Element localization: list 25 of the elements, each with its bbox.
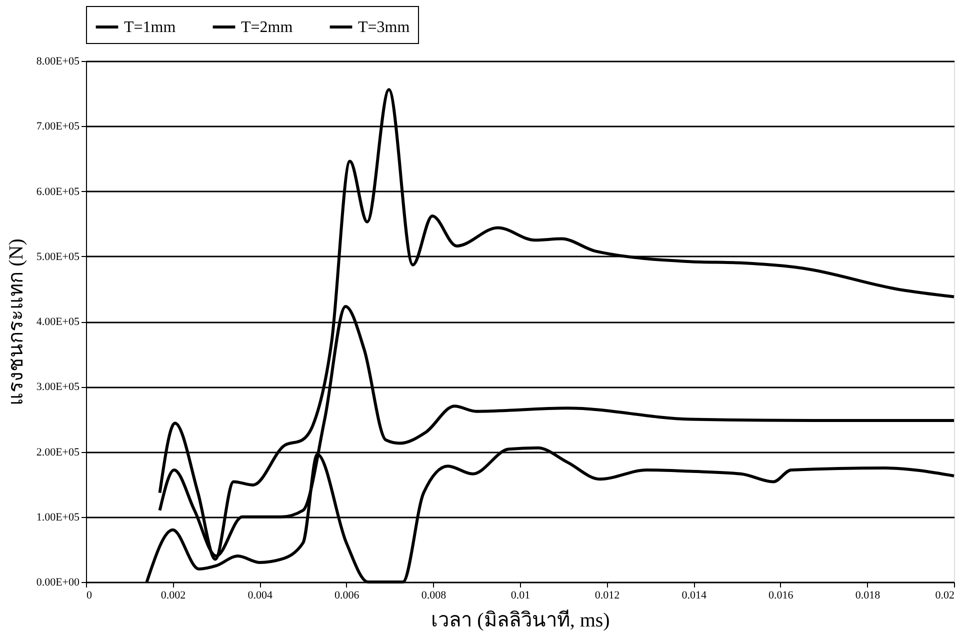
x-tick-label: 0.006: [334, 590, 360, 602]
x-tick-label: 0.012: [594, 590, 620, 602]
x-tick-label: 0.018: [855, 590, 881, 602]
x-axis-title: เวลา (มิลลิวินาที, ms): [431, 610, 610, 632]
x-tick-label: 0: [86, 590, 92, 602]
legend-label: T=1mm: [124, 19, 176, 36]
x-tick-label: 0.004: [248, 590, 273, 602]
legend-label: T=3mm: [358, 19, 410, 36]
x-tick-label: 0.01: [510, 590, 530, 602]
legend-label: T=2mm: [241, 19, 294, 36]
y-tick-label: 8.00E+05: [36, 56, 80, 68]
x-tick-label: 0.008: [421, 590, 447, 602]
y-tick-label: 3.00E+05: [36, 381, 80, 394]
y-tick-label: 5.00E+05: [36, 250, 80, 263]
y-axis-title: แรงชนกระแทก (N): [5, 238, 28, 406]
x-tick-label: 0.014: [682, 590, 707, 602]
y-tick-label: 4.00E+05: [36, 316, 80, 328]
y-tick-label: 6.00E+05: [36, 186, 80, 198]
y-tick-label: 7.00E+05: [36, 120, 80, 133]
y-tick-label: 2.00E+05: [36, 446, 80, 458]
y-tick-label: 1.00E+05: [36, 511, 80, 524]
x-tick-label: 0.02: [935, 590, 954, 602]
x-tick-label: 0.002: [160, 590, 186, 602]
y-tick-label: 0.00E+00: [36, 576, 80, 588]
x-tick-label: 0.016: [768, 590, 794, 602]
